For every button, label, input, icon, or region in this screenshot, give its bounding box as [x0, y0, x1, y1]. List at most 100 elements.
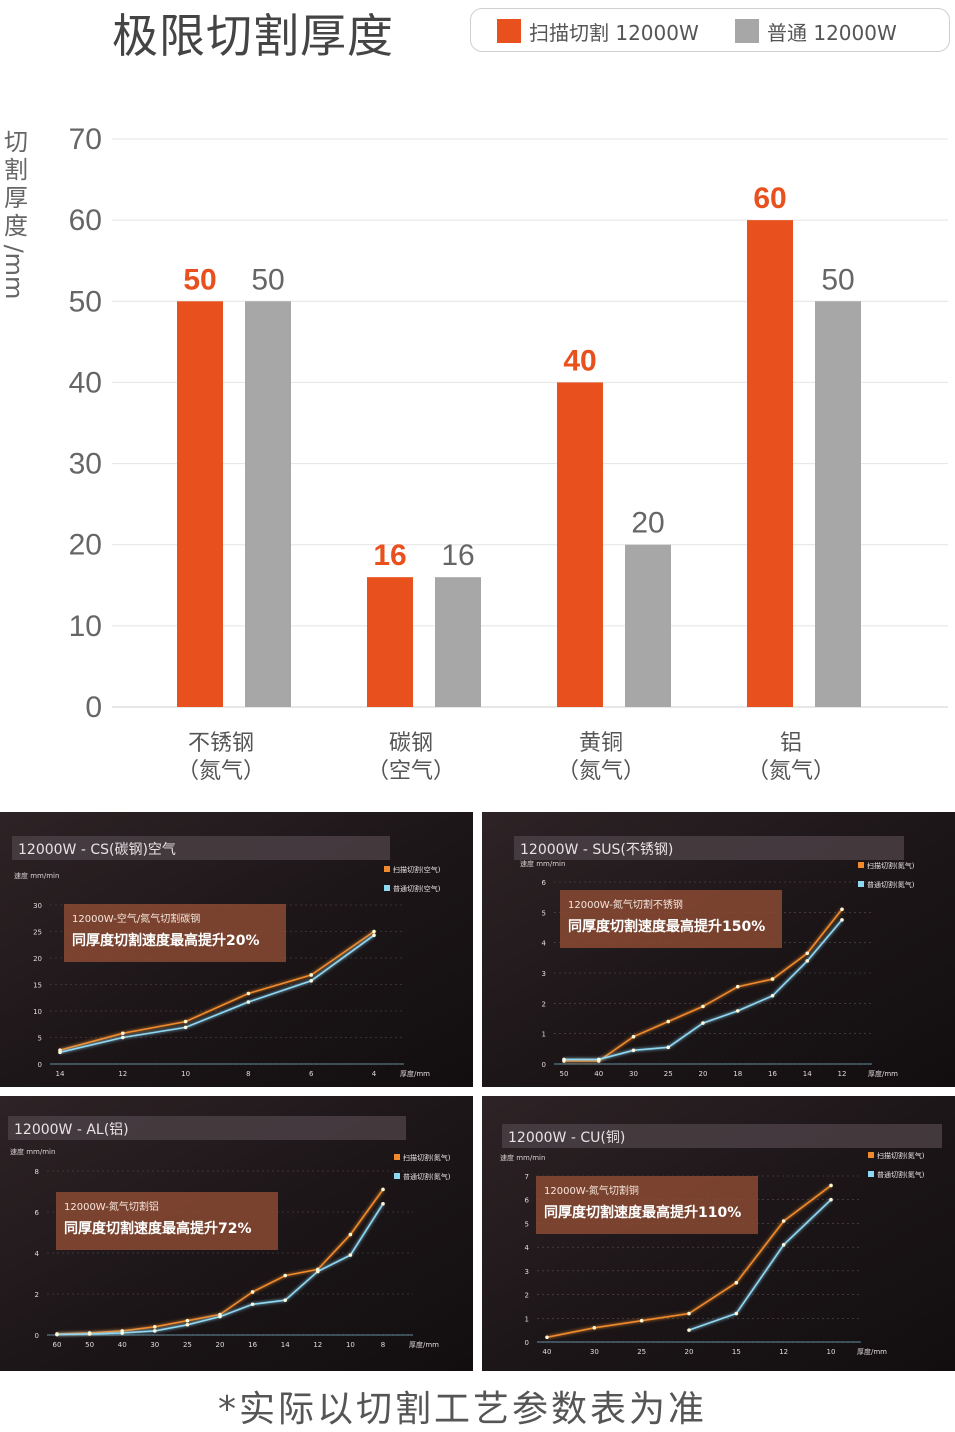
panel-title-bar	[12, 836, 390, 860]
series-point-scan	[592, 1325, 597, 1330]
x-category-label: 不锈钢	[188, 731, 254, 756]
panel-title: 12000W - AL(铝)	[14, 1122, 129, 1138]
x-category-gas: （氮气）	[747, 759, 835, 784]
panel-y-tick: 0	[35, 1332, 39, 1340]
panel-x-tick: 12	[118, 1070, 127, 1078]
panel-y-axis-label: 速度 mm/min	[10, 1147, 55, 1156]
panel-y-tick: 5	[38, 1035, 42, 1043]
series-point-normal	[348, 1253, 353, 1257]
panel-legend-swatch-scan	[394, 1154, 400, 1160]
series-point-normal	[781, 1242, 786, 1247]
series-line-scan	[59, 930, 375, 1051]
annotation-line2: 同厚度切割速度最高提升150%	[568, 918, 765, 935]
series-point-scan	[735, 984, 740, 989]
panel-x-tick: 4	[372, 1070, 377, 1078]
series-point-normal	[309, 978, 314, 983]
chart-panel-al: 12000W - AL(铝) 速度 mm/min 0 2 4 6 8 60 50 40 30 25 20…	[0, 1096, 473, 1371]
panel-y-tick: 7	[525, 1173, 529, 1181]
series-point-normal	[316, 1269, 320, 1274]
panel-x-tick: 25	[183, 1341, 192, 1349]
series-point-normal	[185, 1322, 190, 1327]
bar-scan	[747, 220, 793, 707]
panel-x-tick: 16	[248, 1341, 257, 1349]
panel-legend-swatch-normal	[868, 1171, 874, 1177]
panel-x-tick: 25	[637, 1348, 646, 1356]
panel-title-bar	[502, 1124, 942, 1148]
panel-legend-swatch-scan	[868, 1152, 874, 1158]
series-point-scan	[545, 1335, 549, 1340]
legend-item-scan: 扫描切割 12000W	[497, 9, 699, 53]
panel-x-tick: 30	[629, 1070, 638, 1078]
series-point-normal	[120, 1331, 124, 1335]
bar-scan	[177, 301, 223, 707]
series-point-normal	[381, 1202, 385, 1206]
series-point-scan	[734, 1280, 739, 1285]
y-axis-title-char: 割	[4, 156, 28, 184]
panel-y-tick: 5	[542, 909, 546, 917]
series-line-normal	[59, 934, 375, 1054]
series-point-normal	[250, 1302, 255, 1307]
series-point-scan	[805, 951, 810, 956]
panel-x-tick: 25	[664, 1070, 673, 1078]
annotation-line1: 12000W-氮气切割不锈钢	[568, 898, 683, 911]
annotation-line2: 同厚度切割速度最高提升20%	[72, 932, 260, 949]
bar-scan	[367, 577, 413, 707]
bar-normal	[435, 577, 481, 707]
series-point-normal	[687, 1328, 691, 1332]
panel-legend-swatch-normal	[384, 885, 390, 891]
annotation-line1: 12000W-空气/氮气切割碳钢	[72, 912, 200, 925]
x-category-gas: （空气）	[367, 759, 455, 784]
panel-y-tick: 2	[542, 1000, 546, 1008]
panel-x-tick: 15	[732, 1348, 741, 1356]
panel-legend-swatch-scan	[858, 862, 864, 868]
annotation-line2: 同厚度切割速度最高提升72%	[64, 1220, 252, 1237]
panel-x-tick: 14	[281, 1341, 290, 1349]
y-tick-label: 20	[69, 529, 102, 562]
panel-y-tick: 20	[33, 955, 42, 963]
series-point-normal	[153, 1329, 157, 1333]
data-label-scan: 16	[373, 539, 406, 572]
panel-x-tick: 20	[216, 1341, 225, 1349]
legend-label-scan: 扫描切割 12000W	[529, 20, 699, 45]
panel-legend-label: 普通切割(空气)	[393, 884, 441, 893]
chart-panel-sus: 12000W - SUS(不锈钢) 速度 mm/min 0 1 2 3 4 5 6 50 40 30 2…	[482, 812, 955, 1087]
panel-x-tick: 8	[381, 1341, 385, 1349]
panel-legend-swatch-normal	[394, 1173, 400, 1179]
panel-x-tick: 12	[313, 1341, 322, 1349]
panel-legend-label: 普通切割(氮气)	[877, 1170, 925, 1179]
panel-y-tick: 6	[542, 879, 547, 887]
y-axis-title: 切割厚度/mm	[0, 128, 32, 299]
y-tick-label: 10	[69, 610, 102, 643]
panel-y-tick: 4	[35, 1250, 40, 1258]
panel-y-tick: 6	[525, 1197, 530, 1205]
series-point-scan	[121, 1031, 125, 1036]
panel-y-tick: 2	[525, 1292, 529, 1300]
panel-x-tick: 50	[85, 1341, 94, 1349]
y-tick-label: 70	[69, 123, 102, 156]
panel-x-tick: 60	[53, 1341, 62, 1349]
series-point-scan	[666, 1019, 671, 1024]
data-label-normal: 50	[251, 263, 284, 296]
series-point-scan	[246, 991, 251, 996]
series-point-scan	[250, 1290, 255, 1294]
data-label-scan: 50	[183, 263, 216, 296]
chart-panel-cs: 12000W - CS(碳钢)空气 速度 mm/min 0 5 10 15 20 25 30 14…	[0, 812, 473, 1087]
panel-y-tick: 4	[525, 1244, 530, 1252]
series-point-normal	[829, 1197, 833, 1202]
annotation-line1: 12000W-氮气切割铜	[544, 1184, 639, 1197]
panel-x-tick: 12	[779, 1348, 788, 1356]
data-label-normal: 20	[631, 507, 664, 540]
page-title: 极限切割厚度	[112, 9, 394, 63]
panel-x-tick: 40	[594, 1070, 603, 1078]
panel-y-tick: 5	[525, 1220, 529, 1228]
panel-y-tick: 4	[542, 940, 547, 948]
panel-y-tick: 10	[33, 1008, 42, 1016]
panel-y-tick: 1	[525, 1315, 529, 1323]
panel-x-tick: 40	[118, 1341, 127, 1349]
series-point-scan	[153, 1325, 157, 1329]
series-point-scan	[770, 977, 775, 981]
series-point-scan	[631, 1034, 636, 1039]
data-label-normal: 50	[821, 263, 854, 296]
bar-chart: 0 10 20 30 40 50 60 70 50 50 不锈钢 （氮气） 16 16 碳钢 （空气） 40 20…	[69, 123, 948, 784]
series-point-normal	[121, 1035, 125, 1040]
